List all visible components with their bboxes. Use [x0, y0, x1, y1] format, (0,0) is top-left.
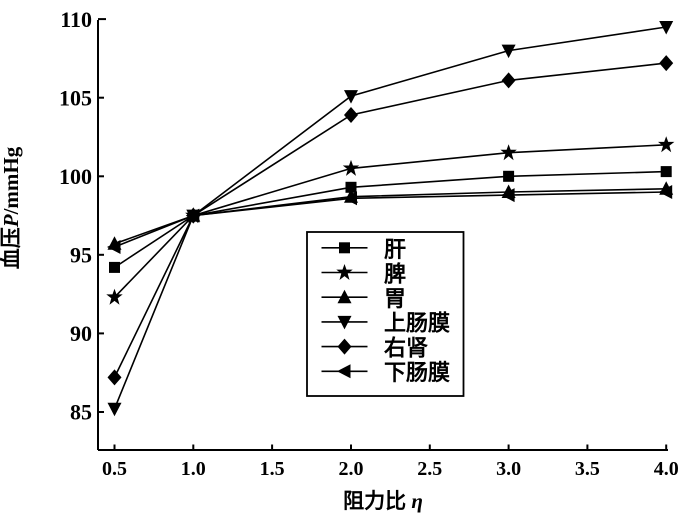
svg-text:3.0: 3.0	[496, 458, 521, 480]
svg-text:脾: 脾	[384, 262, 406, 287]
svg-text:2.0: 2.0	[339, 458, 364, 480]
svg-text:0.5: 0.5	[102, 458, 127, 480]
svg-text:血压P/mmHg: 血压P/mmHg	[0, 146, 23, 269]
svg-text:105: 105	[59, 86, 92, 111]
svg-text:阻力比 η: 阻力比 η	[343, 489, 423, 513]
svg-text:110: 110	[60, 7, 92, 32]
svg-text:上肠膜: 上肠膜	[384, 311, 450, 336]
svg-text:90: 90	[70, 321, 92, 346]
svg-text:下肠膜: 下肠膜	[384, 360, 450, 385]
svg-text:85: 85	[70, 400, 92, 425]
svg-text:胃: 胃	[384, 286, 406, 311]
svg-text:1.5: 1.5	[260, 458, 285, 480]
svg-text:肝: 肝	[384, 237, 406, 262]
svg-text:100: 100	[59, 164, 92, 189]
svg-text:右肾: 右肾	[384, 336, 428, 361]
svg-text:4.0: 4.0	[654, 458, 679, 480]
svg-text:2.5: 2.5	[417, 458, 442, 480]
svg-text:3.5: 3.5	[575, 458, 600, 480]
svg-text:95: 95	[70, 243, 92, 268]
svg-text:1.0: 1.0	[181, 458, 206, 480]
